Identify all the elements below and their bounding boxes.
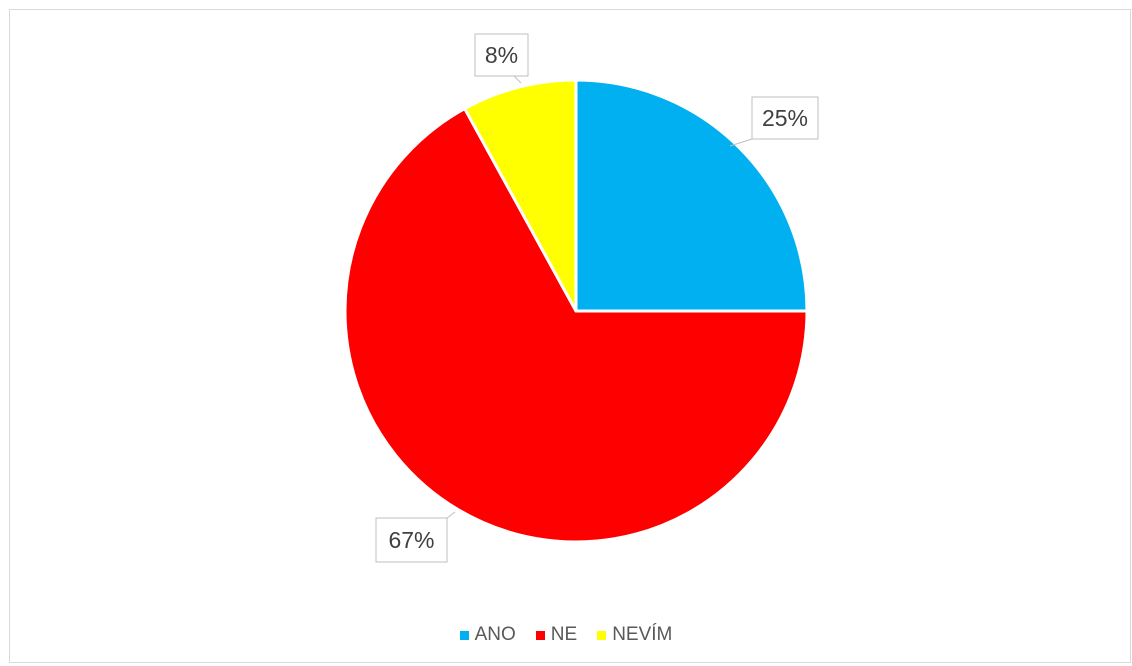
pie-slices <box>343 78 809 544</box>
legend: ANO NE NEVÍM <box>0 624 1132 646</box>
data-label-box <box>375 517 448 563</box>
data-label-text: 67% <box>388 527 434 553</box>
leader-line <box>513 75 522 84</box>
legend-label-ne: NE <box>550 624 578 645</box>
legend-swatch-ne <box>535 630 545 640</box>
pie-slice-ano <box>574 78 809 313</box>
data-label-text: 8% <box>485 42 518 68</box>
legend-item-nevim: NEVÍM <box>597 624 672 646</box>
leader-line <box>729 138 753 147</box>
data-label-box <box>751 96 819 140</box>
legend-item-ano: ANO <box>459 624 516 646</box>
legend-label-ano: ANO <box>474 624 516 645</box>
legend-item-ne: NE <box>535 624 578 646</box>
data-label-text: 25% <box>762 105 808 131</box>
data-labels: 25% 67% 8% <box>375 33 819 563</box>
leader-line <box>446 511 456 519</box>
data-label-box <box>474 33 529 77</box>
legend-swatch-nevim <box>597 630 607 640</box>
pie-slice-nevm <box>463 78 578 313</box>
legend-label-nevim: NEVÍM <box>612 624 673 645</box>
pie-slice-ne <box>343 107 809 544</box>
legend-swatch-ano <box>459 630 469 640</box>
